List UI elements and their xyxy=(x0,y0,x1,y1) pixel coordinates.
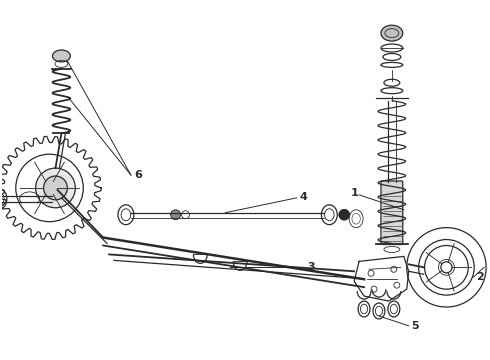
Circle shape xyxy=(339,210,349,220)
FancyBboxPatch shape xyxy=(381,181,403,244)
Circle shape xyxy=(339,210,349,220)
Ellipse shape xyxy=(52,50,71,62)
Text: 6: 6 xyxy=(134,170,142,180)
Text: 5: 5 xyxy=(411,321,418,331)
Text: 1: 1 xyxy=(350,188,358,198)
Circle shape xyxy=(171,210,180,220)
Text: 4: 4 xyxy=(299,192,307,202)
Circle shape xyxy=(36,168,75,208)
Circle shape xyxy=(44,176,68,200)
Ellipse shape xyxy=(381,25,403,41)
Text: 3: 3 xyxy=(308,262,315,272)
Text: 2: 2 xyxy=(476,272,484,282)
